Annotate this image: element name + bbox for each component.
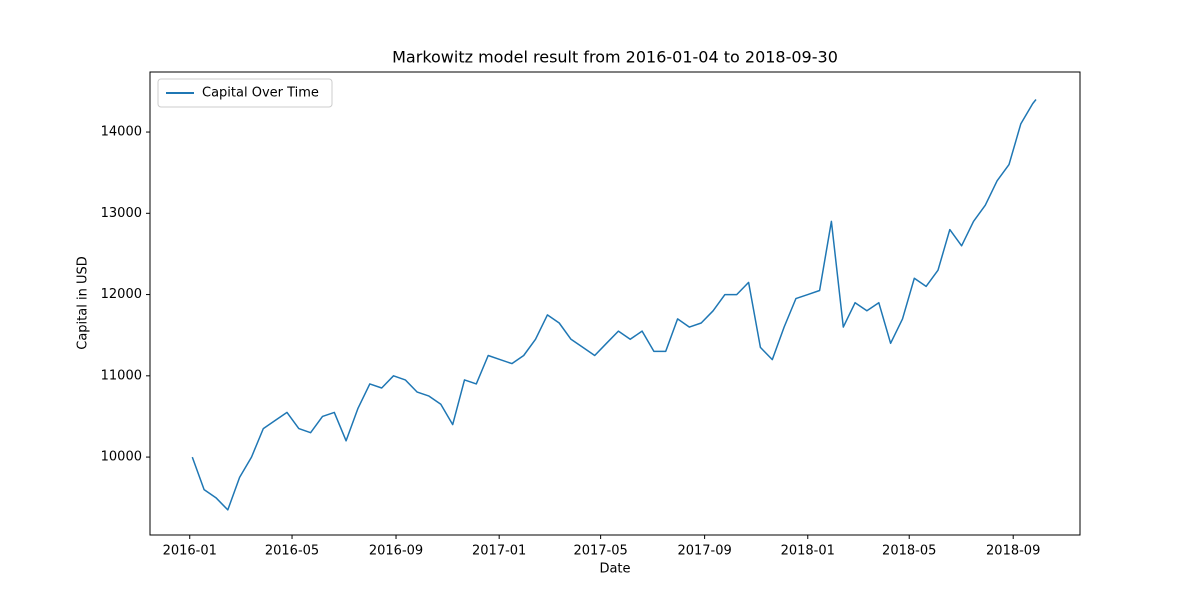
x-tick-label: 2016-01 bbox=[163, 544, 217, 559]
x-tick-label: 2017-09 bbox=[677, 544, 731, 559]
x-axis-label: Date bbox=[599, 562, 630, 577]
plot-frame bbox=[149, 71, 1081, 536]
x-tick-label: 2018-05 bbox=[882, 544, 936, 559]
line-series bbox=[191, 99, 1037, 511]
x-tick-label: 2016-05 bbox=[265, 544, 319, 559]
x-tick-label: 2016-09 bbox=[369, 544, 423, 559]
legend-label: Capital Over Time bbox=[202, 86, 319, 101]
y-tick-label: 11000 bbox=[101, 368, 142, 383]
y-tick-label: 13000 bbox=[101, 206, 142, 221]
x-tick-label: 2017-05 bbox=[573, 544, 627, 559]
y-tick-label: 12000 bbox=[101, 287, 142, 302]
y-tick-label: 14000 bbox=[101, 125, 142, 140]
x-tick-label: 2018-09 bbox=[986, 544, 1040, 559]
y-axis-label: Capital in USD bbox=[76, 256, 91, 349]
legend-box bbox=[157, 78, 333, 108]
x-tick-label: 2017-01 bbox=[472, 544, 526, 559]
y-tick-label: 10000 bbox=[101, 450, 142, 465]
x-tick-label: 2018-01 bbox=[781, 544, 835, 559]
chart-title: Markowitz model result from 2016-01-04 t… bbox=[392, 48, 838, 67]
